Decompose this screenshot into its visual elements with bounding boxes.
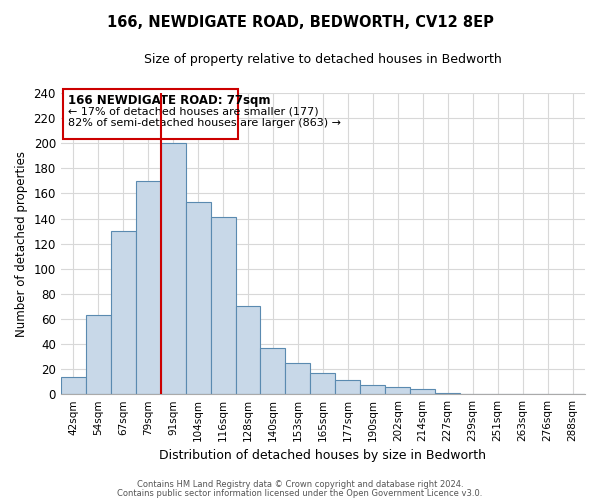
Bar — [111, 231, 136, 394]
Bar — [136, 181, 161, 394]
Text: ← 17% of detached houses are smaller (177): ← 17% of detached houses are smaller (17… — [68, 106, 319, 116]
Title: Size of property relative to detached houses in Bedworth: Size of property relative to detached ho… — [144, 52, 502, 66]
Bar — [435, 393, 460, 394]
Bar — [335, 380, 361, 394]
Bar — [236, 306, 260, 394]
Text: Contains HM Land Registry data © Crown copyright and database right 2024.: Contains HM Land Registry data © Crown c… — [137, 480, 463, 489]
Text: 82% of semi-detached houses are larger (863) →: 82% of semi-detached houses are larger (… — [68, 118, 341, 128]
Text: 166, NEWDIGATE ROAD, BEDWORTH, CV12 8EP: 166, NEWDIGATE ROAD, BEDWORTH, CV12 8EP — [107, 15, 493, 30]
Bar — [86, 315, 111, 394]
Text: 166 NEWDIGATE ROAD: 77sqm: 166 NEWDIGATE ROAD: 77sqm — [68, 94, 270, 108]
Bar — [310, 373, 335, 394]
Bar — [211, 218, 236, 394]
Y-axis label: Number of detached properties: Number of detached properties — [15, 150, 28, 336]
Bar — [286, 363, 310, 394]
Bar — [61, 376, 86, 394]
FancyBboxPatch shape — [63, 90, 238, 140]
Bar — [161, 143, 185, 394]
Bar — [385, 386, 410, 394]
Bar — [260, 348, 286, 394]
X-axis label: Distribution of detached houses by size in Bedworth: Distribution of detached houses by size … — [160, 450, 487, 462]
Bar — [410, 389, 435, 394]
Text: Contains public sector information licensed under the Open Government Licence v3: Contains public sector information licen… — [118, 488, 482, 498]
Bar — [361, 386, 385, 394]
Bar — [185, 202, 211, 394]
